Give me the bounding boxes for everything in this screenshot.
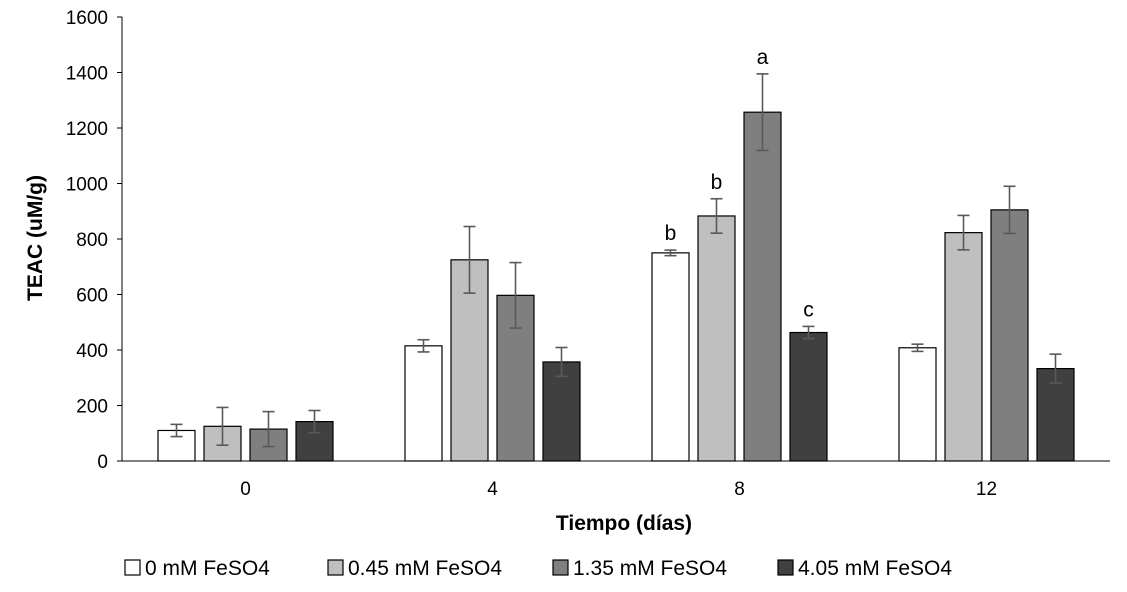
bar [743,111,782,462]
y-tick-label: 600 [76,286,108,307]
bar [789,331,828,462]
y-tick-label: 1200 [66,119,108,140]
y-tick-label: 200 [76,397,108,418]
y-tick-label: 1400 [66,64,108,85]
bar [651,252,690,462]
legend-label: 0 mM FeSO4 [145,557,270,580]
significance-label: b [711,171,723,194]
y-tick-label: 0 [97,452,108,473]
significance-label: b [665,222,677,245]
bar [898,347,937,462]
x-tick-label: 0 [240,479,251,500]
bar [697,215,736,462]
y-tick-label: 1000 [66,175,108,196]
legend-swatch [327,559,344,576]
x-tick-label: 8 [734,479,745,500]
bar [295,420,334,462]
significance-label: a [757,46,769,69]
legend-label: 1.35 mM FeSO4 [573,557,727,580]
y-tick-label: 1600 [66,8,108,29]
y-tick-label: 800 [76,230,108,251]
bar [944,232,983,462]
bar [404,345,443,462]
x-tick-label: 12 [976,479,997,500]
legend-swatch [552,559,569,576]
y-axis-title: TEAC (uM/g) [24,175,47,301]
legend-label: 4.05 mM FeSO4 [798,557,952,580]
legend-swatch [777,559,794,576]
significance-label: c [803,298,814,321]
y-tick-label: 400 [76,341,108,362]
legend-label: 0.45 mM FeSO4 [348,557,502,580]
y-axis-ticks: 0 200 400 600 800 1000 1200 1400 1600 [66,8,122,473]
bar [990,209,1029,462]
bars: b b a c [157,46,1075,462]
x-axis-title: Tiempo (días) [556,512,692,535]
x-axis-ticks: 0 4 8 12 [240,479,997,500]
legend: 0 mM FeSO4 0.45 mM FeSO4 1.35 mM FeSO4 4.05… [124,557,952,580]
bar [1036,367,1075,462]
legend-swatch [124,559,141,576]
x-tick-label: 4 [487,479,498,500]
bar [542,361,581,462]
